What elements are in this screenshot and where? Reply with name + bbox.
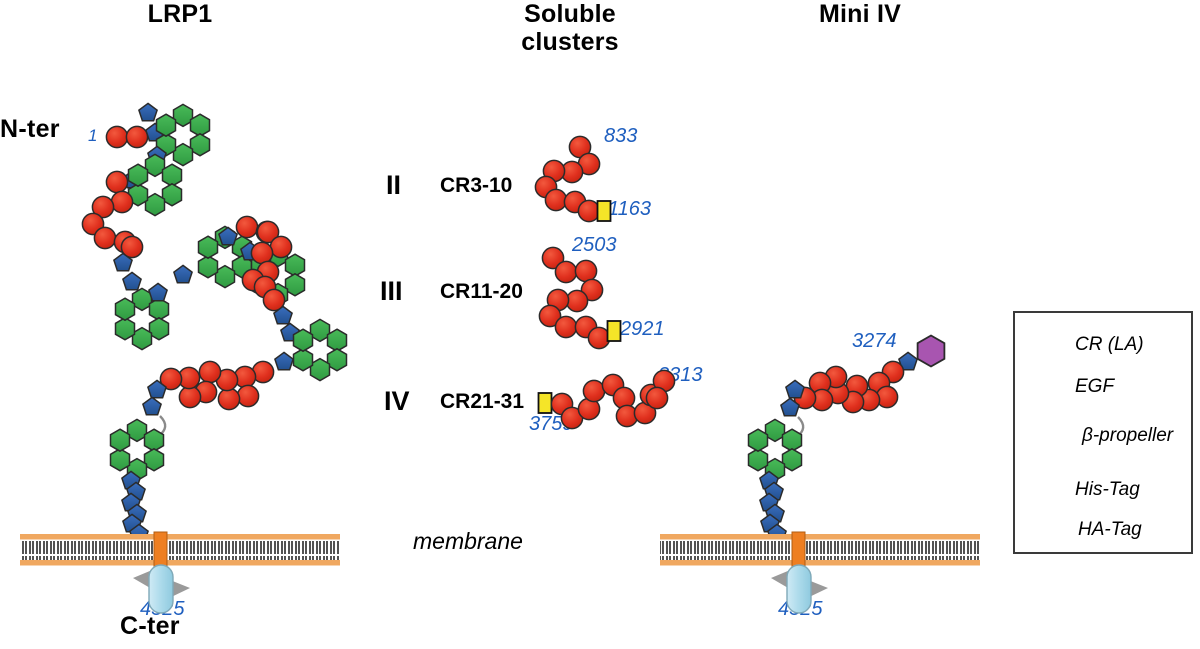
column-title-soluble-clusters: Soluble clusters [470,0,670,56]
soluble-title-line1: Soluble [524,0,616,28]
residue-number-mini-iv-start: 3274 [852,330,897,352]
residue-number-cr3-10-start: 833 [604,125,638,147]
construct-roman-ii: II [386,170,402,200]
mini-iv-chain [747,334,946,554]
soluble-title-line2: clusters [521,28,619,56]
mini-iv-membrane [660,534,980,566]
legend-box [1013,311,1193,554]
construct-roman-iv: IV [384,386,410,416]
legend-label-egf: EGF [1075,376,1115,397]
construct-cr3-10-chain [534,135,612,223]
construct-cr21-31-chain [537,369,676,430]
lrp1-membrane [20,534,340,566]
legend-label-ha-tag: HA-Tag [1078,519,1142,540]
legend-label-his-tag: His-Tag [1075,479,1140,500]
lrp1-cytoplasmic-tail [133,564,190,614]
column-title-mini-iv: Mini IV [819,0,901,28]
mini-iv-transmembrane-domain [791,531,806,569]
n-terminus-label: N-ter [0,115,60,143]
construct-name-cr3-10: CR3-10 [440,174,513,197]
residue-number-lrp1-start: 1 [88,126,98,145]
legend-item-ha-tag: HA-Tag [1078,519,1142,541]
residue-number-cr3-10-end: 1163 [608,198,652,220]
legend-label-cr-la: CR (LA) [1075,334,1144,355]
construct-name-cr11-20: CR11-20 [440,280,523,303]
residue-number-cr11-20-start: 2503 [572,234,617,256]
legend-item-his-tag: His-Tag [1075,479,1140,501]
construct-roman-iii: III [380,276,403,306]
legend-item-cr-la: CR (LA) [1075,334,1144,356]
membrane-label: membrane [413,528,523,554]
lrp1-transmembrane-domain [153,531,168,569]
column-title-lrp1: LRP1 [147,0,213,28]
construct-name-cr21-31: CR21-31 [440,390,525,413]
legend-label-beta-propeller: β-propeller [1082,425,1174,446]
legend-item-beta-propeller: β-propeller [1082,425,1173,447]
legend-item-egf: EGF [1075,376,1114,398]
c-terminus-label: C-ter [120,612,180,640]
residue-number-cr11-20-end: 2921 [620,318,665,340]
mini-iv-cytoplasmic-tail [771,564,828,614]
construct-cr11-20-chain [538,246,622,350]
lrp1-ectodomain-chain [81,102,348,554]
